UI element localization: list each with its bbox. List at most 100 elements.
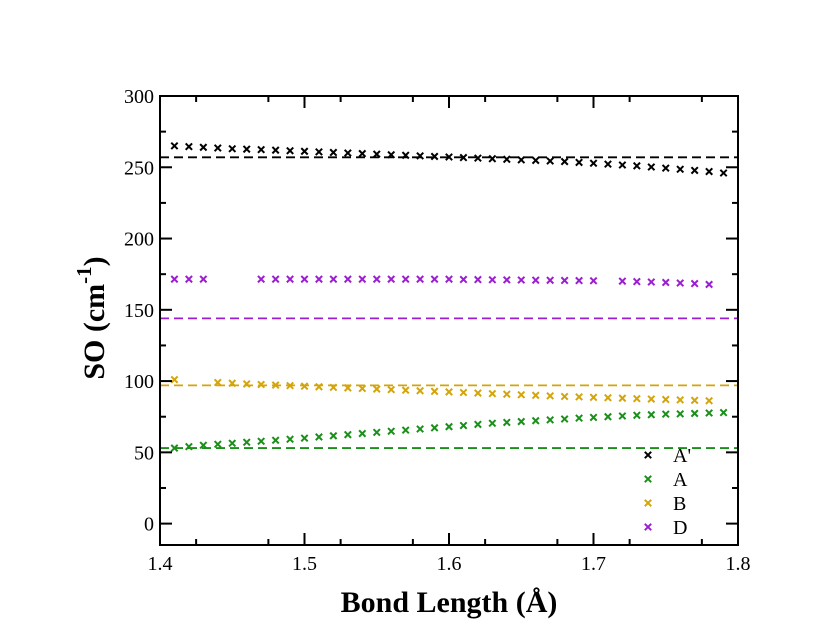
data-point xyxy=(488,419,497,428)
data-point xyxy=(329,431,338,440)
data-point xyxy=(329,383,338,392)
data-point xyxy=(170,141,179,150)
data-point xyxy=(329,275,338,284)
data-point xyxy=(286,275,294,284)
data-point xyxy=(286,435,294,444)
data-point xyxy=(343,149,352,157)
data-point xyxy=(401,426,410,435)
data-points xyxy=(170,141,728,452)
data-point xyxy=(343,275,352,284)
y-tick-label: 150 xyxy=(124,300,154,322)
data-point xyxy=(257,145,266,154)
data-point xyxy=(618,161,627,169)
series-b xyxy=(170,375,714,405)
data-point xyxy=(676,395,685,404)
data-point xyxy=(488,389,497,398)
data-point xyxy=(676,279,685,287)
data-point xyxy=(661,395,670,404)
data-point xyxy=(199,275,208,284)
data-point xyxy=(401,386,410,395)
data-point xyxy=(459,153,468,162)
data-point xyxy=(589,413,598,422)
data-point xyxy=(517,276,526,284)
data-point xyxy=(459,421,468,430)
data-point xyxy=(632,161,641,170)
x-tick-label: 1.7 xyxy=(581,553,606,575)
data-point xyxy=(358,429,367,438)
data-point xyxy=(473,420,482,429)
data-point xyxy=(690,396,699,405)
x-tick-label: 1.8 xyxy=(726,553,751,575)
data-point xyxy=(315,433,323,441)
data-point xyxy=(502,275,511,284)
data-point xyxy=(488,275,497,284)
data-point xyxy=(213,440,222,449)
data-point xyxy=(517,417,526,426)
y-axis-label-close: ) xyxy=(78,256,111,266)
data-point xyxy=(604,412,612,421)
data-point xyxy=(647,278,656,286)
data-point xyxy=(705,167,714,176)
x-tick-labels: 1.4 1.5 1.6 1.7 1.8 xyxy=(148,553,751,575)
data-point xyxy=(575,158,583,167)
data-point xyxy=(372,275,381,284)
data-point xyxy=(184,442,193,451)
data-point xyxy=(416,425,425,433)
x-tick-label: 1.6 xyxy=(437,553,462,575)
data-point xyxy=(531,156,540,165)
data-point xyxy=(618,394,627,403)
data-point xyxy=(517,155,526,164)
legend-label: D xyxy=(673,517,687,539)
legend-label: A' xyxy=(673,445,691,467)
data-point xyxy=(430,387,439,396)
data-point xyxy=(632,411,641,420)
data-point xyxy=(705,396,714,405)
data-point xyxy=(517,390,526,399)
legend-label: A xyxy=(673,469,688,491)
series-a xyxy=(170,408,728,452)
data-point xyxy=(589,276,598,285)
legend-item-a-prime: A' xyxy=(644,445,691,467)
data-point xyxy=(257,437,266,446)
data-point xyxy=(589,393,598,402)
data-point xyxy=(358,275,367,284)
data-point xyxy=(213,144,222,152)
data-point xyxy=(430,152,439,161)
data-point xyxy=(228,144,237,153)
data-point xyxy=(647,163,656,171)
data-point xyxy=(445,275,453,284)
data-point xyxy=(199,143,208,152)
y-tick-label: 200 xyxy=(124,229,154,251)
legend-item-b: B xyxy=(644,493,686,515)
legend-marker xyxy=(644,499,652,507)
data-point xyxy=(546,391,555,400)
data-point xyxy=(358,149,367,158)
data-point xyxy=(416,386,425,395)
y-axis-label: SO (cm-1) xyxy=(72,256,111,379)
data-point xyxy=(315,382,323,391)
data-point xyxy=(271,146,280,155)
x-tick-label: 1.4 xyxy=(148,553,173,575)
x-axis-label: Bond Length (Å) xyxy=(341,586,558,619)
data-point xyxy=(372,150,381,159)
data-point xyxy=(473,154,482,163)
data-point xyxy=(416,275,425,284)
data-point xyxy=(242,145,251,154)
data-point xyxy=(705,280,714,289)
data-point xyxy=(719,408,728,417)
data-point xyxy=(661,410,670,419)
data-point xyxy=(170,375,179,384)
data-point xyxy=(286,146,294,155)
axis-ticks xyxy=(159,95,739,545)
data-point xyxy=(430,423,439,432)
data-point xyxy=(575,392,583,401)
data-point xyxy=(473,389,482,397)
data-point xyxy=(430,275,439,284)
data-point xyxy=(315,147,323,156)
data-point xyxy=(228,379,237,388)
data-point xyxy=(300,275,309,284)
data-point xyxy=(560,276,569,285)
data-point xyxy=(228,439,237,448)
data-point xyxy=(546,157,555,165)
legend: A'ABD xyxy=(644,445,691,539)
